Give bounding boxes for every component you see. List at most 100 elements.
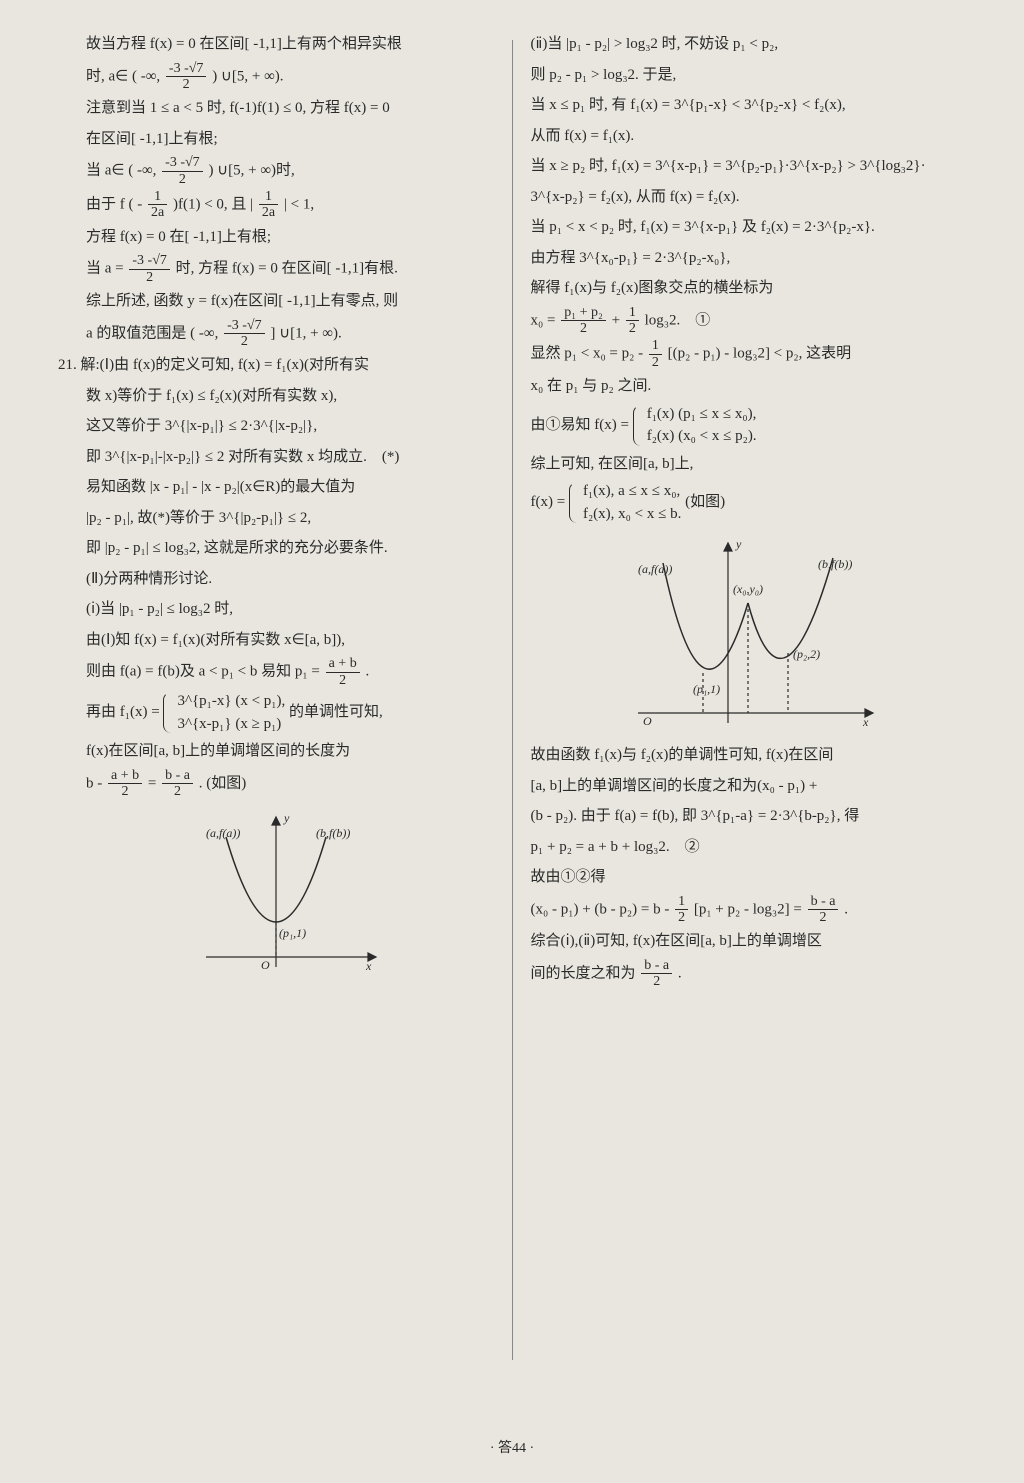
text: ( - — [129, 196, 143, 212]
text-line: 由方程 3^{x₀-p₁} = 2·3^{p₂-x₀}, — [531, 244, 967, 273]
text: 当 a = — [86, 261, 124, 277]
graph-label: O — [261, 958, 270, 972]
text-line: 故由①②得 — [531, 863, 967, 892]
left-column: 故当方程 f(x) = 0 在区间[ -1,1]上有两个相异实根 时, a∈ (… — [50, 30, 502, 1430]
fraction: p₁ + p₂2 — [561, 305, 606, 337]
text-line: (x₀ - p₁) + (b - p₂) = b - 12 [p₁ + p₂ -… — [531, 894, 967, 926]
text: + — [612, 312, 624, 328]
text-line: 注意到当 1 ≤ a < 5 时, f(-1)f(1) ≤ 0, 方程 f(x)… — [58, 94, 494, 123]
text-line: b - a + b2 = b - a2 . (如图) — [58, 768, 494, 800]
text-line: (ⅰ)当 |p₁ - p₂| ≤ log₃2 时, — [58, 595, 494, 624]
text-line: 即 |p₂ - p₁| ≤ log₃2, 这就是所求的充分必要条件. — [58, 534, 494, 563]
fraction: -3 -√72 — [224, 318, 265, 350]
graph-label: y — [283, 811, 290, 825]
fraction: -3 -√72 — [162, 155, 203, 187]
piecewise: f₁(x) (p₁ ≤ x ≤ x₀), f₂(x) (x₀ < x ≤ p₂)… — [633, 403, 757, 448]
text-line: 当 x ≤ p₁ 时, 有 f₁(x) = 3^{p₁-x} < 3^{p₂-x… — [531, 91, 967, 120]
graph-2: (a,f(a)) (b,f(b)) (x₀,y₀) (p₁,1) (p₂,2) … — [608, 533, 888, 733]
text: ( -∞, — [128, 163, 156, 179]
text: 由于 f — [86, 196, 125, 212]
fraction: -3 -√72 — [129, 253, 170, 285]
text-line: 解得 f₁(x)与 f₂(x)图象交点的横坐标为 — [531, 274, 967, 303]
fraction: 12 — [626, 305, 639, 337]
text: ) ∪[5, + ∞)时, — [208, 163, 294, 179]
text-line: x₀ = p₁ + p₂2 + 12 log₃2. ① — [531, 305, 967, 337]
text-line: 当 p₁ < x < p₂ 时, f₁(x) = 3^{x-p₁} 及 f₂(x… — [531, 213, 967, 242]
text-line: 当 a = -3 -√72 时, 方程 f(x) = 0 在区间[ -1,1]有… — [58, 253, 494, 285]
graph-label: (b,f(b)) — [316, 826, 350, 840]
text-line: 当 a∈ ( -∞, -3 -√72 ) ∪[5, + ∞)时, — [58, 155, 494, 187]
graph-label: x — [365, 959, 372, 973]
fraction: 12 — [649, 338, 662, 370]
text: log₃2. ① — [645, 312, 711, 328]
text: ( -∞, — [190, 325, 218, 341]
text: . — [844, 901, 848, 917]
text-line: 3^{x-p₂} = f₂(x), 从而 f(x) = f₂(x). — [531, 183, 967, 212]
fraction: b - a2 — [162, 768, 193, 800]
text-line: 则由 f(a) = f(b)及 a < p₁ < b 易知 p₁ = a + b… — [58, 656, 494, 688]
text-line: f(x) = f₁(x), a ≤ x ≤ x₀, f₂(x), x₀ < x … — [531, 480, 967, 525]
graph-label: (p₁,1) — [693, 682, 720, 696]
text-line: (Ⅱ)分两种情形讨论. — [58, 565, 494, 594]
fraction: 12a — [259, 189, 278, 221]
text: | < 1, — [284, 196, 314, 212]
text: ( -∞, — [132, 68, 160, 84]
text: 时, a∈ — [86, 68, 128, 84]
text: . — [365, 664, 369, 680]
text-line: 由①易知 f(x) = f₁(x) (p₁ ≤ x ≤ x₀), f₂(x) (… — [531, 403, 967, 448]
text-line: 即 3^{|x-p₁|-|x-p₂|} ≤ 2 对所有实数 x 均成立. (*) — [58, 443, 494, 472]
text: 当 a∈ — [86, 163, 124, 179]
fraction: -3 -√72 — [166, 61, 207, 93]
text-line: [a, b]上的单调增区间的长度之和为(x₀ - p₁) + — [531, 772, 967, 801]
text-line: 间的长度之和为 b - a2 . — [531, 958, 967, 990]
graph-label: (p₁,1) — [279, 926, 306, 940]
text: )f(1) < 0, 且 | — [173, 196, 253, 212]
text-line: 由于 f ( - 12a )f(1) < 0, 且 | 12a | < 1, — [58, 189, 494, 221]
fraction: 12a — [148, 189, 167, 221]
text: f(x) = — [531, 494, 566, 510]
text-line: 这又等价于 3^{|x-p₁|} ≤ 2·3^{|x-p₂|}, — [58, 412, 494, 441]
text-line: 故由函数 f₁(x)与 f₂(x)的单调性可知, f(x)在区间 — [531, 741, 967, 770]
text-line: 综合(ⅰ),(ⅱ)可知, f(x)在区间[a, b]上的单调增区 — [531, 927, 967, 956]
text-line: f(x)在区间[a, b]上的单调增区间的长度为 — [58, 737, 494, 766]
fraction: a + b2 — [108, 768, 142, 800]
text-line: 则 p₂ - p₁ > log₃2. 于是, — [531, 61, 967, 90]
graph-label: (b,f(b)) — [818, 557, 852, 571]
graph-label: (p₂,2) — [793, 647, 820, 661]
column-divider — [512, 40, 513, 1360]
text: ] ∪[1, + ∞). — [270, 325, 341, 341]
piecewise: 3^{p₁-x} (x < p₁), 3^{x-p₁} (x ≥ p₁) — [163, 690, 285, 735]
text-line: 时, a∈ ( -∞, -3 -√72 ) ∪[5, + ∞). — [58, 61, 494, 93]
text: 则由 f(a) = f(b)及 a < p₁ < b 易知 p₁ = — [86, 664, 320, 680]
text: 的单调性可知, — [289, 704, 383, 720]
text-line: 显然 p₁ < x₀ = p₂ - 12 [(p₂ - p₁) - log₃2]… — [531, 338, 967, 370]
graph-1: (a,f(a)) (b,f(b)) (p₁,1) O x y — [166, 807, 386, 977]
text: 再由 f₁(x) = — [86, 704, 160, 720]
piecewise: f₁(x), a ≤ x ≤ x₀, f₂(x), x₀ < x ≤ b. — [569, 480, 681, 525]
text-line: 故当方程 f(x) = 0 在区间[ -1,1]上有两个相异实根 — [58, 30, 494, 59]
text-line: 再由 f₁(x) = 3^{p₁-x} (x < p₁), 3^{x-p₁} (… — [58, 690, 494, 735]
text: = — [148, 775, 160, 791]
page-footer: · 答44 · — [0, 1436, 1024, 1463]
text-line: (b - p₂). 由于 f(a) = f(b), 即 3^{p₁-a} = 2… — [531, 802, 967, 831]
text: [p₁ + p₂ - log₃2] = — [694, 901, 802, 917]
graph-label: (x₀,y₀) — [733, 582, 763, 596]
text: [(p₂ - p₁) - log₃2] < p₂, 这表明 — [668, 346, 852, 362]
text: . — [678, 965, 682, 981]
right-column: (ⅱ)当 |p₁ - p₂| > log₃2 时, 不妨设 p₁ < p₂, 则… — [523, 30, 975, 1430]
text-line: 从而 f(x) = f₁(x). — [531, 122, 967, 151]
text-line: x₀ 在 p₁ 与 p₂ 之间. — [531, 372, 967, 401]
text-line: 易知函数 |x - p₁| - |x - p₂|(x∈R)的最大值为 — [58, 473, 494, 502]
fraction: b - a2 — [641, 958, 672, 990]
fraction: a + b2 — [326, 656, 360, 688]
graph-label: O — [643, 714, 652, 728]
text-line: 当 x ≥ p₂ 时, f₁(x) = 3^{x-p₁} = 3^{p₂-p₁}… — [531, 152, 967, 181]
text-line: p₁ + p₂ = a + b + log₃2. ② — [531, 833, 967, 862]
text-line: |p₂ - p₁|, 故(*)等价于 3^{|p₂-p₁|} ≤ 2, — [58, 504, 494, 533]
two-column-layout: 故当方程 f(x) = 0 在区间[ -1,1]上有两个相异实根 时, a∈ (… — [50, 30, 974, 1430]
text-line: 方程 f(x) = 0 在[ -1,1]上有根; — [58, 223, 494, 252]
problem-21: 21. 解:(Ⅰ)由 f(x)的定义可知, f(x) = f₁(x)(对所有实 — [58, 351, 494, 380]
text: 显然 p₁ < x₀ = p₂ - — [531, 346, 644, 362]
text-line: 综上可知, 在区间[a, b]上, — [531, 450, 967, 479]
text-line: a 的取值范围是 ( -∞, -3 -√72 ] ∪[1, + ∞). — [58, 318, 494, 350]
